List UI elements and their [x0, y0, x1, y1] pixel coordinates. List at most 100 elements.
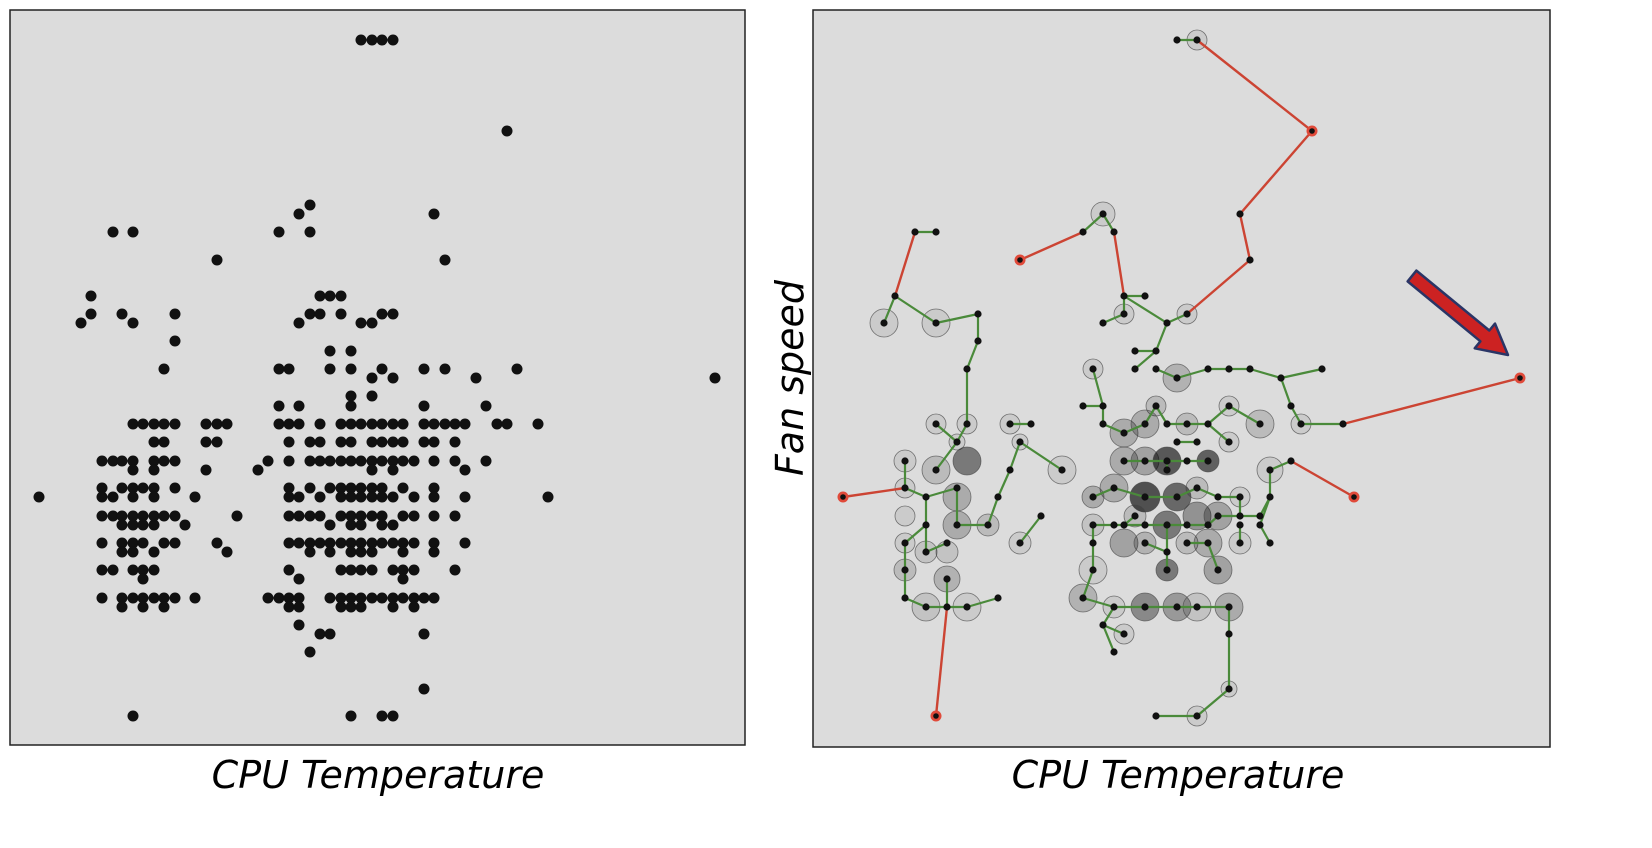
data-point [304, 226, 316, 238]
data-point [1339, 420, 1347, 428]
data-point [387, 372, 399, 384]
data-point [345, 455, 357, 467]
data-point [1236, 521, 1244, 529]
outlier-edge [1186, 259, 1251, 315]
data-point [1277, 374, 1285, 382]
data-point [1193, 484, 1201, 492]
data-point [376, 482, 388, 494]
data-point [387, 564, 399, 576]
data-point [1163, 548, 1171, 556]
cluster-edge [1102, 422, 1125, 435]
data-point [366, 564, 378, 576]
data-point [397, 418, 409, 430]
data-point [397, 564, 409, 576]
data-point [387, 710, 399, 722]
data-point [127, 710, 139, 722]
cluster-edge [1091, 368, 1105, 407]
data-point [1246, 365, 1254, 373]
data-point [932, 228, 940, 236]
data-point [355, 317, 367, 329]
data-point [439, 254, 451, 266]
cluster-edge [925, 486, 958, 499]
data-point [314, 436, 326, 448]
data-point [107, 226, 119, 238]
cluster-edge [904, 486, 927, 499]
data-point [169, 537, 181, 549]
data-point [1099, 210, 1107, 218]
data-point [428, 510, 440, 522]
data-point [459, 418, 471, 430]
data-point [116, 308, 128, 320]
data-point [137, 537, 149, 549]
data-point [137, 564, 149, 576]
data-point [1266, 493, 1274, 501]
data-point [1236, 493, 1244, 501]
data-point [1236, 210, 1244, 218]
data-point [283, 482, 295, 494]
cluster-edge [1269, 459, 1292, 472]
arrow-shape [1406, 269, 1510, 357]
data-point [984, 521, 992, 529]
data-point [901, 484, 909, 492]
data-point [96, 564, 108, 576]
data-point [1089, 365, 1097, 373]
data-point [397, 537, 409, 549]
data-point [418, 363, 430, 375]
data-point [470, 372, 482, 384]
data-point [158, 455, 170, 467]
cluster-edge [1280, 367, 1323, 380]
data-point [408, 564, 420, 576]
data-point [200, 436, 212, 448]
outlier-edge [1238, 213, 1252, 261]
data-point [408, 491, 420, 503]
data-point [994, 594, 1002, 602]
data-point [439, 363, 451, 375]
data-point [428, 546, 440, 558]
data-point [1173, 374, 1181, 382]
data-point [335, 436, 347, 448]
data-point [137, 510, 149, 522]
density-halo [1109, 528, 1139, 558]
data-point [387, 601, 399, 613]
data-point [335, 482, 347, 494]
data-point [376, 363, 388, 375]
data-point [491, 418, 503, 430]
cluster-edge [1019, 515, 1042, 544]
data-point [376, 308, 388, 320]
data-point [314, 510, 326, 522]
data-point [953, 521, 961, 529]
data-point [283, 601, 295, 613]
cluster-edge [894, 295, 937, 324]
data-point [397, 436, 409, 448]
data-point [1152, 365, 1160, 373]
data-point [994, 493, 1002, 501]
data-point [408, 455, 420, 467]
data-point [366, 34, 378, 46]
data-point [459, 464, 471, 476]
data-point [355, 34, 367, 46]
cluster-edge [935, 312, 979, 325]
data-point [376, 519, 388, 531]
data-point [324, 363, 336, 375]
data-point [127, 482, 139, 494]
data-point [107, 510, 119, 522]
data-point [501, 418, 513, 430]
data-point [148, 491, 160, 503]
data-point [335, 592, 347, 604]
data-point [366, 482, 378, 494]
data-point [1183, 539, 1191, 547]
data-point [1099, 319, 1107, 327]
data-point [932, 466, 940, 474]
data-point [304, 455, 316, 467]
data-point [418, 592, 430, 604]
data-point [211, 418, 223, 430]
data-point [304, 546, 316, 558]
density-halo [894, 505, 916, 527]
data-point [1120, 457, 1128, 465]
data-point [1163, 319, 1171, 327]
data-point [355, 537, 367, 549]
data-point [1099, 420, 1107, 428]
outlier-edge [1290, 459, 1355, 499]
data-point [273, 363, 285, 375]
data-point [376, 710, 388, 722]
